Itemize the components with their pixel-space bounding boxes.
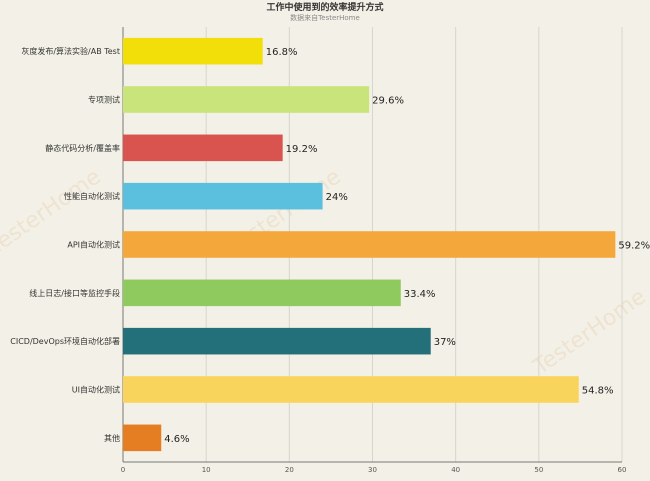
chart-subtitle: 数据来自TesterHome	[290, 13, 360, 22]
x-tick-label: 50	[534, 466, 543, 474]
bar	[123, 182, 323, 210]
category-label: API自动化测试	[67, 240, 120, 250]
bar	[123, 376, 579, 403]
bar	[123, 86, 370, 113]
value-label: 59.2%	[618, 241, 650, 252]
x-tick-label: 60	[618, 466, 627, 474]
category-label: 线上日志/接口等监控手段	[29, 288, 120, 298]
label-layer: 灰度发布/算法实验/AB Test 16.8% 专项测试 29.6% 静态代码分析/覆盖…	[10, 46, 650, 445]
value-label: 16.8%	[266, 47, 298, 58]
value-label: 37%	[434, 337, 456, 348]
bar	[123, 279, 401, 307]
category-label: CICD/DevOps环境自动化部署	[10, 336, 120, 346]
x-tick-label: 10	[202, 466, 211, 474]
x-tick-label: 20	[285, 466, 294, 474]
bar	[123, 37, 263, 65]
bar-layer	[123, 37, 616, 452]
x-tick-label: 0	[121, 466, 125, 474]
x-tick-label: 40	[451, 466, 460, 474]
value-label: 54.8%	[582, 386, 614, 397]
chart-title: 工作中使用到的效率提升方式	[266, 1, 383, 13]
category-label: 静态代码分析/覆盖率	[45, 143, 120, 153]
value-label: 33.4%	[404, 289, 436, 300]
watermark-text: TesterHome	[528, 284, 650, 380]
category-label: 性能自动化测试	[64, 191, 120, 201]
value-label: 4.6%	[164, 434, 189, 445]
tick-layer: 0 10 20 30 40 50 60	[121, 466, 627, 474]
category-label: 专项测试	[88, 95, 120, 105]
category-label: UI自动化测试	[72, 385, 120, 395]
bar	[123, 231, 616, 258]
category-label: 其他	[104, 433, 120, 443]
bar	[123, 424, 162, 452]
value-label: 24%	[326, 192, 348, 203]
value-label: 19.2%	[286, 144, 318, 155]
bar	[123, 327, 431, 355]
x-tick-label: 30	[368, 466, 377, 474]
bar	[123, 134, 283, 162]
value-label: 29.6%	[372, 96, 404, 107]
category-label: 灰度发布/算法实验/AB Test	[21, 46, 120, 56]
